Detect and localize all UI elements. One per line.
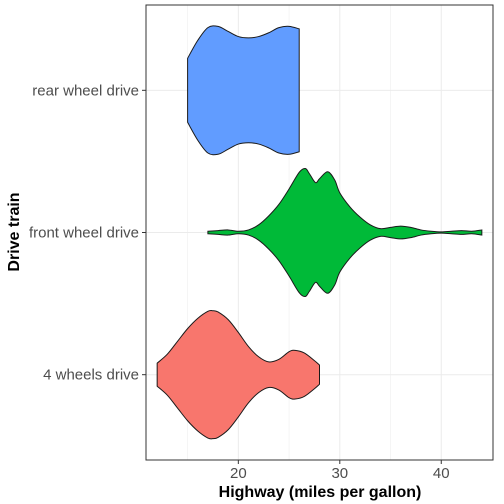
y-axis: 4 wheels drive front wheel drive rear whee…	[29, 82, 146, 384]
y-tick-label: rear wheel drive	[32, 82, 139, 99]
x-tick-label: 30	[331, 465, 348, 482]
violin-rear-wheel-drive	[187, 25, 300, 156]
y-axis-title: Drive train	[6, 192, 23, 271]
x-axis: 20 30 40	[230, 460, 450, 482]
violins	[156, 25, 483, 440]
y-tick-label: 4 wheels drive	[43, 367, 139, 384]
violin-front-wheel-drive	[207, 167, 483, 298]
y-tick-label: front wheel drive	[29, 225, 139, 242]
violin-4-wheels-drive	[156, 310, 320, 440]
x-tick-label: 40	[433, 465, 450, 482]
x-tick-label: 20	[230, 465, 247, 482]
x-axis-title: Highway (miles per gallon)	[219, 484, 422, 501]
